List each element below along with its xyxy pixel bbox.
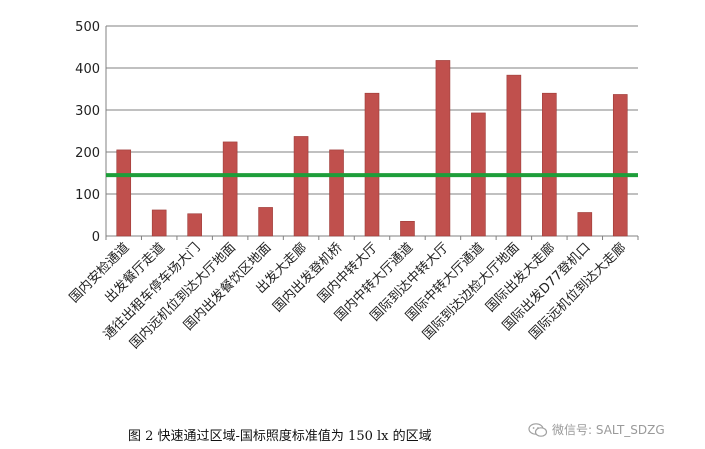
bar [258, 207, 273, 237]
y-tick-label: 100 [75, 188, 100, 203]
bar [151, 209, 167, 237]
y-tick-label: 400 [75, 62, 100, 77]
bar [222, 141, 238, 237]
bar [364, 92, 380, 237]
y-tick-label: 300 [75, 104, 100, 119]
bar [542, 92, 557, 237]
bar [577, 212, 593, 237]
wechat-icon [528, 422, 548, 437]
y-tick-label: 500 [75, 20, 100, 35]
bar [293, 136, 309, 237]
bar [400, 221, 415, 237]
bar-chart: 0100200300400500国内安检通道出发餐厅走道通往出租车停车场大门国内… [66, 20, 639, 352]
watermark-text: 微信号: SALT_SDZG [552, 423, 665, 437]
bar [116, 149, 132, 237]
figure-caption: 图 2 快速通过区域-国标照度标准值为 150 lx 的区域 [128, 429, 432, 444]
watermark: 微信号: SALT_SDZG [528, 421, 665, 438]
bar [329, 149, 344, 237]
bar [506, 74, 522, 237]
bar [187, 213, 202, 237]
bar [435, 60, 451, 237]
chart-area: 0 100 200 300 400 500 国内安检通道 出发餐厅走道 通往出租车停车场大门 国内… [55, 0, 670, 420]
bar [612, 94, 628, 237]
y-tick-label: 0 [92, 230, 100, 245]
y-tick-label: 200 [75, 146, 100, 161]
